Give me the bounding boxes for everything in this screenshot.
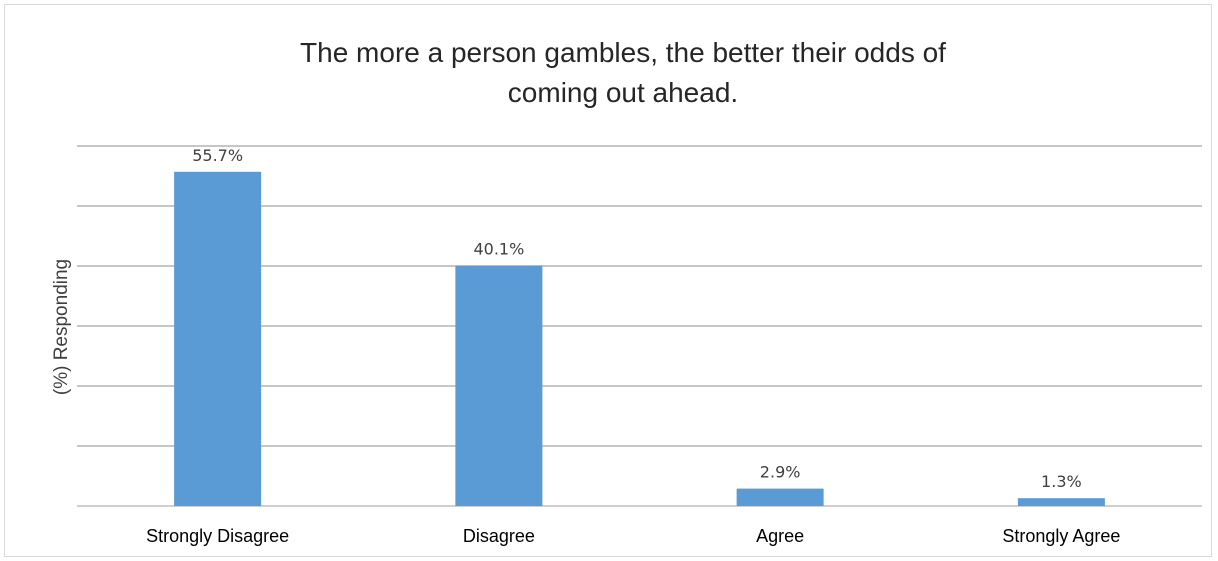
bar-disagree [455,265,542,506]
x-tick-label: Disagree [463,526,535,546]
x-tick-label: Agree [756,526,804,546]
chart-title-line-1: The more a person gambles, the better th… [300,37,946,68]
bars [174,172,1105,506]
data-label: 1.3% [1041,472,1082,491]
x-tick-label: Strongly Disagree [146,526,289,546]
x-axis-tick-labels: Strongly Disagree Disagree Agree Strongly A… [146,526,1120,546]
y-axis-label: (%) Responding [51,259,72,395]
data-labels: 55.7% 40.1% 2.9% 1.3% [192,146,1081,491]
bar-strongly-agree [1018,498,1105,506]
data-label: 2.9% [760,463,801,482]
bar-strongly-disagree [174,172,261,506]
x-tick-label: Strongly Agree [1002,526,1120,546]
bar-agree [737,489,824,506]
data-label: 55.7% [192,146,243,165]
chart-title-line-2: coming out ahead. [508,77,738,108]
chart-frame: The more a person gambles, the better th… [4,4,1212,557]
bar-chart: The more a person gambles, the better th… [5,5,1213,558]
data-label: 40.1% [473,239,524,258]
